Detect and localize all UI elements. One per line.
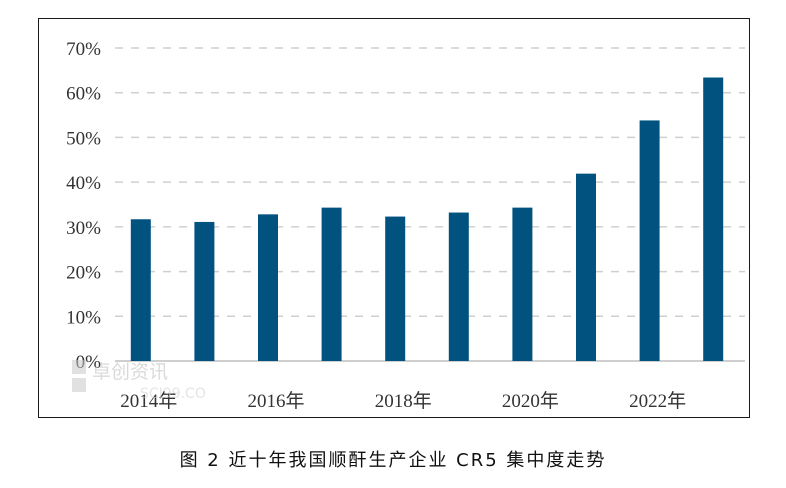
y-tick-label: 60% <box>66 84 101 105</box>
y-tick-label: 70% <box>66 39 101 60</box>
bar <box>703 77 724 362</box>
chart-frame: 0% 10% 20% 30% 40% 50% 60% 70% 2014年 2016年 2018年 20… <box>38 18 750 418</box>
bar <box>448 212 469 361</box>
bar <box>576 173 596 361</box>
x-tick-label: 2022年 <box>629 390 686 412</box>
x-tick-label: 2014年 <box>120 390 177 412</box>
chart-plot: 0%10%20%30%40%50%60%70%2014年 2016年 2018年 20… <box>66 39 745 412</box>
watermark-text: 卓创资讯 <box>92 361 168 383</box>
bar <box>639 120 660 362</box>
figure-caption: 图 2 近十年我国顺酐生产企业 CR5 集中度走势 <box>179 450 607 471</box>
x-tick-label: 2018年 <box>375 390 432 412</box>
y-tick-label: 50% <box>66 128 101 149</box>
bar <box>194 221 215 361</box>
watermark-logo: 卓创资讯 SCI99.CO <box>72 360 206 400</box>
x-tick-label: 2020年 <box>502 390 559 412</box>
bar <box>321 207 342 361</box>
bar <box>385 216 406 361</box>
y-tick-label: 20% <box>66 263 101 284</box>
watermark-subtext: SCI99.CO <box>140 386 206 400</box>
y-tick-label: 10% <box>66 307 101 328</box>
y-tick-label: 40% <box>66 173 101 194</box>
x-tick-label: 2016年 <box>247 390 304 412</box>
y-tick-label: 30% <box>66 218 101 239</box>
bar <box>512 207 533 361</box>
bar <box>258 214 278 361</box>
bar <box>130 219 151 361</box>
